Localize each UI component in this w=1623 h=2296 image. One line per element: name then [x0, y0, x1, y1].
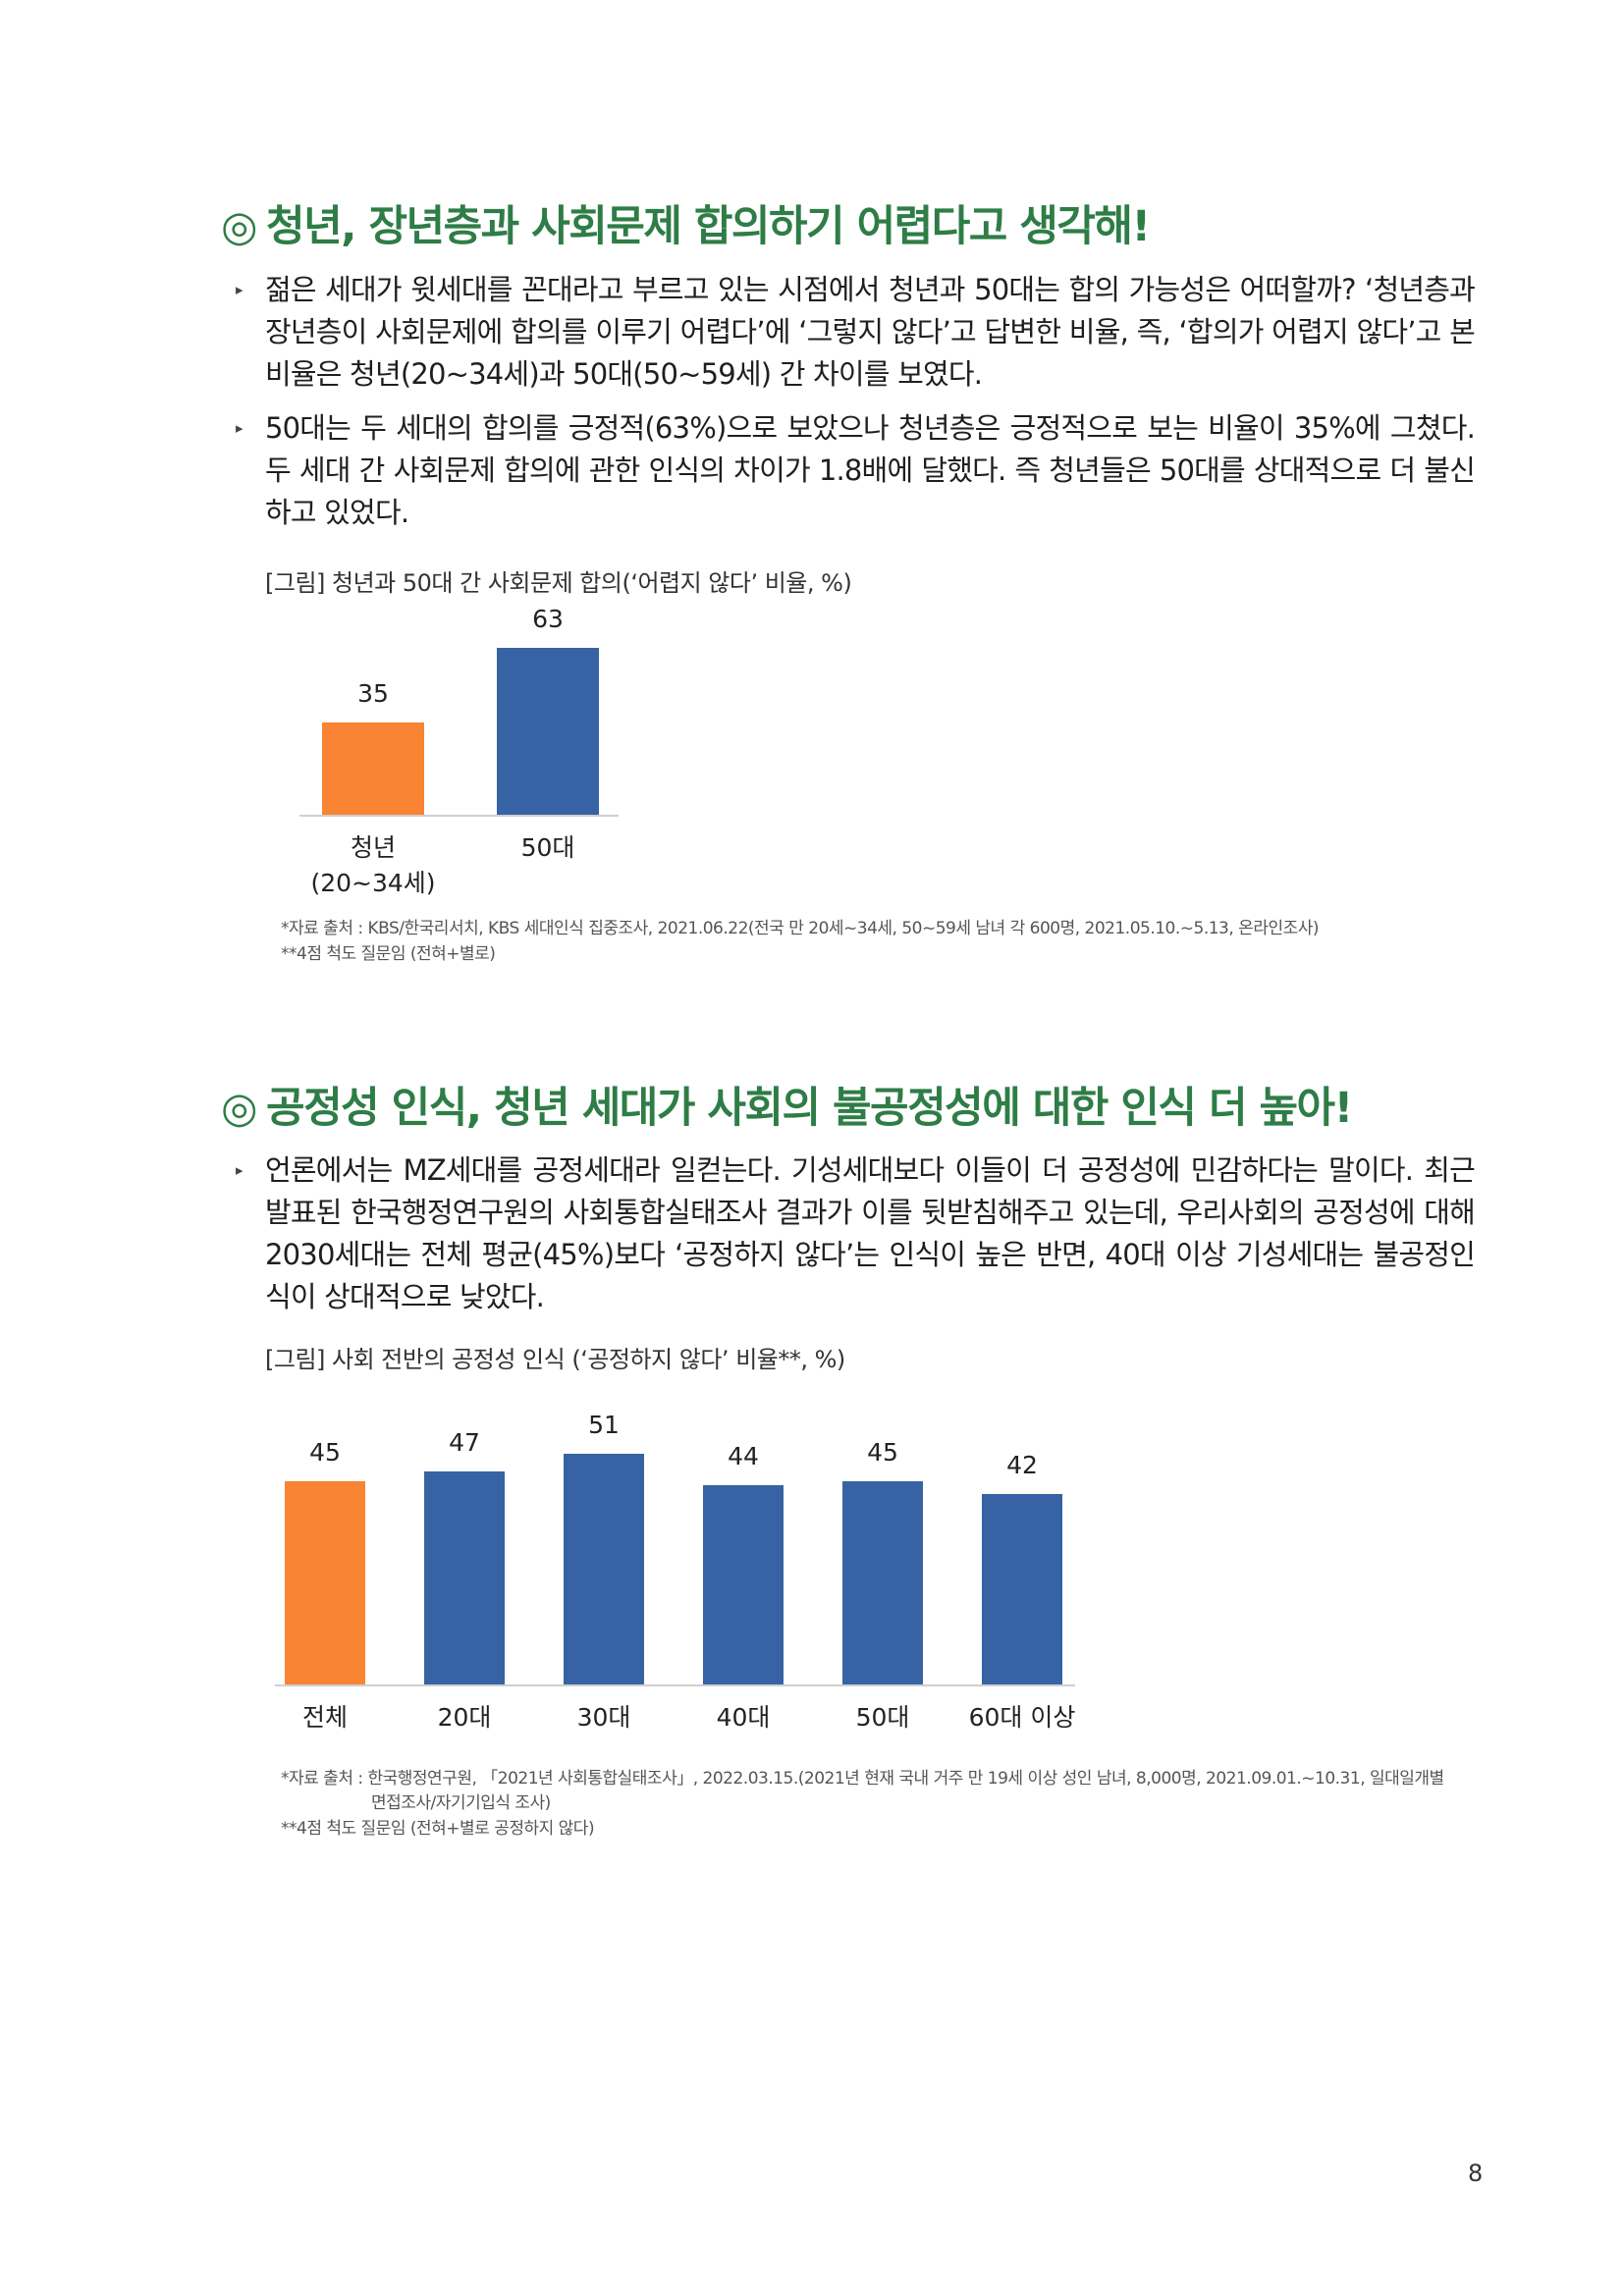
chart1-data-label: 35: [357, 678, 389, 708]
chart1-bar: [497, 648, 599, 815]
section1-heading: ◎ 청년, 장년층과 사회문제 합의하기 어렵다고 생각해!: [221, 192, 1151, 253]
section1-heading-text: 청년, 장년층과 사회문제 합의하기 어렵다고 생각해!: [266, 202, 1151, 251]
chart1-caption: [그림] 청년과 50대 간 사회문제 합의(‘어렵지 않다’ 비율, %): [265, 569, 852, 597]
chart2-source-note-cont: 면접조사/자기기입식 조사): [371, 1793, 551, 1813]
chart2-x-axis: [275, 1684, 1075, 1686]
chart2-data-label: 45: [309, 1437, 341, 1467]
chart1-category-label: 청년 (20~34세): [310, 833, 436, 897]
chart2-category-label: 30대: [576, 1703, 631, 1732]
chart2-category-label: 60대 이상: [968, 1703, 1076, 1732]
chart2-scale-note: **4점 척도 질문임 (전혀+별로 공정하지 않다): [281, 1819, 595, 1839]
chart2-data-label: 42: [1006, 1451, 1038, 1480]
chart2-bar: [842, 1480, 923, 1684]
chart2-category-label: 40대: [716, 1703, 771, 1732]
chart2-bar: [424, 1471, 505, 1684]
chart2-bar: [285, 1480, 365, 1684]
section1-paragraph-1: 젊은 세대가 윗세대를 꼰대라고 부르고 있는 시점에서 청년과 50대는 합의…: [265, 273, 1476, 391]
section2-paragraph-1: 언론에서는 MZ세대를 공정세대라 일컫는다. 기성세대보다 이들이 더 공정성…: [265, 1153, 1476, 1313]
section2-heading-text: 공정성 인식, 청년 세대가 사회의 불공정성에 대한 인식 더 높아!: [266, 1084, 1353, 1133]
chart1-source-note: *자료 출처 : KBS/한국리서치, KBS 세대인식 집중조사, 2021.…: [281, 919, 1320, 938]
chart2-category-label: 전체: [301, 1703, 348, 1732]
chart2-bar: [564, 1454, 644, 1684]
chart2-caption: [그림] 사회 전반의 공정성 인식 (‘공정하지 않다’ 비율**, %): [265, 1346, 845, 1373]
chart1-data-label: 63: [532, 605, 564, 633]
chart1-category-label: 50대: [520, 833, 575, 862]
double-circle-icon: ◎: [221, 202, 258, 251]
bullet-icon: ▸: [236, 1161, 243, 1179]
chart2-bar: [982, 1494, 1062, 1684]
chart2-data-label: 44: [728, 1442, 759, 1471]
bullet-icon: ▸: [236, 419, 243, 437]
section2-heading: ◎ 공정성 인식, 청년 세대가 사회의 불공정성에 대한 인식 더 높아!: [221, 1074, 1353, 1135]
page-number: 8: [1468, 2160, 1484, 2187]
chart2-data-label: 51: [588, 1411, 620, 1439]
chart1-bar: [322, 721, 424, 815]
section1-paragraph-2: 50대는 두 세대의 합의를 긍정적(63%)으로 보았으나 청년층은 긍정적으…: [265, 411, 1476, 529]
chart2-category-label: 20대: [437, 1703, 492, 1732]
chart2-source-note: *자료 출처 : 한국행정연구원, 「2021년 사회통합실태조사」, 2022…: [281, 1769, 1444, 1789]
chart2-bar: [703, 1485, 784, 1684]
chart2-data-label: 45: [867, 1437, 898, 1467]
chart2-data-label: 47: [449, 1428, 480, 1458]
double-circle-icon: ◎: [221, 1084, 258, 1133]
chart1-x-axis: [299, 815, 619, 817]
chart1-scale-note: **4점 척도 질문임 (전혀+별로): [281, 944, 496, 964]
chart2-category-label: 50대: [855, 1703, 910, 1732]
bullet-icon: ▸: [236, 281, 243, 298]
